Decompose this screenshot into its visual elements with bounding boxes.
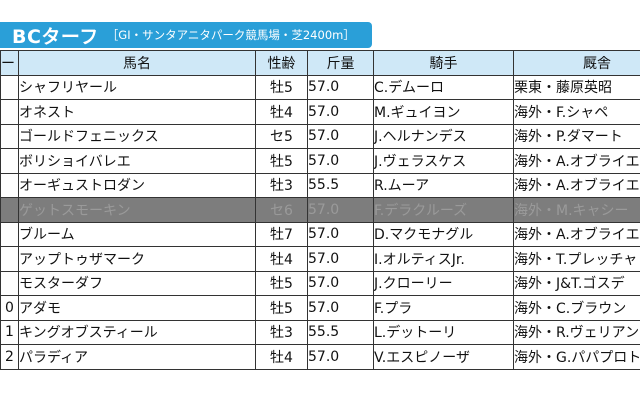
- jockey-name: C.デムーロ: [373, 74, 514, 100]
- horse-number: [0, 270, 19, 296]
- carried-weight: 57.0: [307, 270, 374, 296]
- horse-sex-age: 牡5: [255, 74, 308, 100]
- horse-sex-age: 牡4: [255, 344, 308, 370]
- table-header-row: ート 馬名 性齢 斤量 騎手 厩舎: [0, 50, 640, 76]
- horse-name: アダモ: [18, 295, 256, 321]
- jockey-name: L.デットーリ: [373, 319, 514, 345]
- horse-number: 1: [0, 319, 19, 345]
- trainer-stable: 海外・A.オブライエ: [513, 148, 640, 174]
- horse-sex-age: 牡4: [255, 246, 308, 272]
- trainer-stable: 海外・J&T.ゴスデ: [513, 270, 640, 296]
- trainer-stable: 海外・A.オブライエ: [513, 172, 640, 198]
- horse-number: [0, 148, 19, 174]
- carried-weight: 57.0: [307, 74, 374, 100]
- horse-sex-age: 牡7: [255, 221, 308, 247]
- horse-number: 2: [0, 344, 19, 370]
- table-row: ゲットスモーキン セ6 57.0 F.デラクルーズ 海外・M.キャシー: [0, 197, 640, 223]
- race-title-bar: BCターフ ［GⅠ・サンタアニタパーク競馬場・芝2400m］: [0, 22, 372, 48]
- carried-weight: 57.0: [307, 246, 374, 272]
- horse-sex-age: 牡3: [255, 172, 308, 198]
- horse-name: シャフリヤール: [18, 74, 256, 100]
- table-row: オネスト 牡4 57.0 M.ギュイヨン 海外・F.シャペ: [0, 99, 640, 125]
- trainer-stable: 海外・P.ダマート: [513, 123, 640, 149]
- horse-number: [0, 123, 19, 149]
- horse-sex-age: 牡5: [255, 270, 308, 296]
- trainer-stable: 海外・T.プレッチャ: [513, 246, 640, 272]
- trainer-stable: 栗東・藤原英昭: [513, 74, 640, 100]
- trainer-stable: 海外・M.キャシー: [513, 197, 640, 223]
- trainer-stable: 海外・C.ブラウン: [513, 295, 640, 321]
- carried-weight: 57.0: [307, 99, 374, 125]
- table-row: シャフリヤール 牡5 57.0 C.デムーロ 栗東・藤原英昭: [0, 74, 640, 100]
- jockey-name: J.ヴェラスケス: [373, 148, 514, 174]
- table-row: ボリショイバレエ 牡5 57.0 J.ヴェラスケス 海外・A.オブライエ: [0, 148, 640, 174]
- carried-weight: 55.5: [307, 172, 374, 198]
- carried-weight: 57.0: [307, 197, 374, 223]
- horse-number: [0, 197, 19, 223]
- horse-name: モスターダフ: [18, 270, 256, 296]
- table-row: ブルーム 牡7 57.0 D.マクモナグル 海外・A.オブライエ: [0, 221, 640, 247]
- horse-sex-age: 牡5: [255, 148, 308, 174]
- horse-name: ゲットスモーキン: [18, 197, 256, 223]
- entry-table-body: シャフリヤール 牡5 57.0 C.デムーロ 栗東・藤原英昭 オネスト 牡4 57.0 M.ギュ…: [0, 74, 640, 370]
- trainer-stable: 海外・R.ヴェリアン: [513, 319, 640, 345]
- carried-weight: 57.0: [307, 295, 374, 321]
- jockey-name: J.クローリー: [373, 270, 514, 296]
- horse-name: ブルーム: [18, 221, 256, 247]
- jockey-name: D.マクモナグル: [373, 221, 514, 247]
- horse-number: 0: [0, 295, 19, 321]
- horse-name: アップトゥザマーク: [18, 246, 256, 272]
- horse-number: [0, 99, 19, 125]
- jockey-name: F.プラ: [373, 295, 514, 321]
- horse-number: [0, 172, 19, 198]
- table-row: 0 アダモ 牡5 57.0 F.プラ 海外・C.ブラウン: [0, 295, 640, 321]
- horse-number: [0, 246, 19, 272]
- col-header-name: 馬名: [18, 50, 256, 76]
- jockey-name: R.ムーア: [373, 172, 514, 198]
- horse-sex-age: セ6: [255, 197, 308, 223]
- jockey-name: M.ギュイヨン: [373, 99, 514, 125]
- carried-weight: 57.0: [307, 123, 374, 149]
- horse-name: オーギュストロダン: [18, 172, 256, 198]
- table-row: モスターダフ 牡5 57.0 J.クローリー 海外・J&T.ゴスデ: [0, 270, 640, 296]
- trainer-stable: 海外・F.シャペ: [513, 99, 640, 125]
- col-header-sexage: 性齢: [255, 50, 308, 76]
- carried-weight: 57.0: [307, 344, 374, 370]
- table-row: オーギュストロダン 牡3 55.5 R.ムーア 海外・A.オブライエ: [0, 172, 640, 198]
- carried-weight: 57.0: [307, 148, 374, 174]
- jockey-name: I.オルティスJr.: [373, 246, 514, 272]
- race-title: BCターフ: [12, 25, 99, 48]
- horse-name: キングオブスティール: [18, 319, 256, 345]
- table-row: ゴールドフェニックス セ5 57.0 J.ヘルナンデス 海外・P.ダマート: [0, 123, 640, 149]
- horse-number: [0, 74, 19, 100]
- col-header-jockey: 騎手: [373, 50, 514, 76]
- jockey-name: V.エスピノーザ: [373, 344, 514, 370]
- horse-name: パラディア: [18, 344, 256, 370]
- table-row: 2 パラディア 牡4 57.0 V.エスピノーザ 海外・G.パパプロト: [0, 344, 640, 370]
- table-row: アップトゥザマーク 牡4 57.0 I.オルティスJr. 海外・T.プレッチャ: [0, 246, 640, 272]
- horse-name: ボリショイバレエ: [18, 148, 256, 174]
- col-header-gate: ート: [0, 50, 19, 76]
- carried-weight: 55.5: [307, 319, 374, 345]
- race-subtitle: ［GⅠ・サンタアニタパーク競馬場・芝2400m］: [106, 28, 355, 42]
- jockey-name: F.デラクルーズ: [373, 197, 514, 223]
- table-row: 1 キングオブスティール 牡3 55.5 L.デットーリ 海外・R.ヴェリアン: [0, 319, 640, 345]
- entry-table: ート 馬名 性齢 斤量 騎手 厩舎 シャフリヤール牡557.0C.デムーロ栗東・…: [0, 50, 640, 370]
- horse-sex-age: 牡3: [255, 319, 308, 345]
- trainer-stable: 海外・A.オブライエ: [513, 221, 640, 247]
- horse-sex-age: 牡5: [255, 295, 308, 321]
- horse-name: ゴールドフェニックス: [18, 123, 256, 149]
- horse-sex-age: 牡4: [255, 99, 308, 125]
- horse-sex-age: セ5: [255, 123, 308, 149]
- carried-weight: 57.0: [307, 221, 374, 247]
- trainer-stable: 海外・G.パパプロト: [513, 344, 640, 370]
- jockey-name: J.ヘルナンデス: [373, 123, 514, 149]
- horse-number: [0, 221, 19, 247]
- col-header-trainer: 厩舎: [513, 50, 640, 76]
- horse-name: オネスト: [18, 99, 256, 125]
- col-header-weight: 斤量: [307, 50, 374, 76]
